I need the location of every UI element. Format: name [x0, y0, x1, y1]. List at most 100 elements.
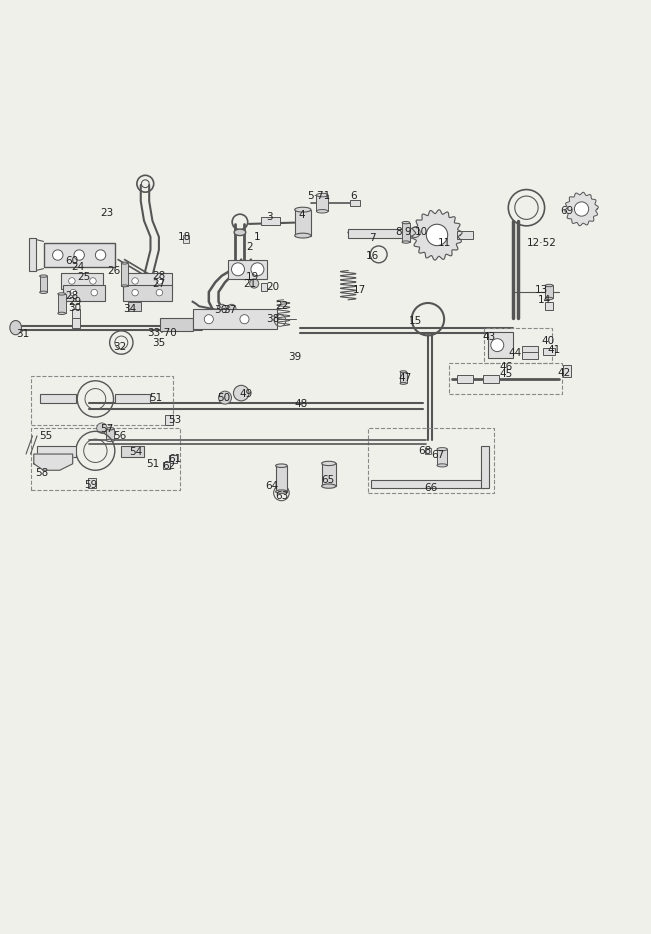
Bar: [260, 283, 267, 290]
Ellipse shape: [121, 262, 128, 264]
Bar: [368, 428, 494, 493]
Bar: [546, 286, 553, 299]
Bar: [457, 231, 473, 239]
Bar: [275, 466, 287, 491]
Bar: [31, 376, 173, 425]
Text: 7: 7: [370, 234, 376, 243]
Circle shape: [251, 262, 264, 276]
Text: 39: 39: [288, 352, 301, 361]
Text: 20: 20: [266, 282, 279, 291]
Text: 27: 27: [152, 278, 165, 289]
Ellipse shape: [40, 291, 48, 293]
Text: 41: 41: [547, 346, 561, 355]
Bar: [160, 318, 193, 331]
Text: 15: 15: [408, 316, 422, 326]
Circle shape: [91, 290, 98, 296]
Text: 32: 32: [113, 342, 127, 352]
Text: 17: 17: [353, 285, 367, 295]
Text: 67: 67: [431, 450, 444, 460]
Circle shape: [217, 304, 227, 314]
Bar: [322, 463, 336, 486]
Text: 24: 24: [71, 262, 85, 273]
Bar: [260, 217, 280, 224]
Bar: [484, 328, 553, 363]
Text: 6: 6: [350, 191, 357, 201]
Bar: [544, 348, 555, 355]
Text: 18: 18: [178, 232, 191, 242]
Text: 14: 14: [538, 295, 551, 304]
Ellipse shape: [234, 229, 246, 235]
Ellipse shape: [106, 439, 114, 442]
Ellipse shape: [437, 464, 447, 467]
Text: 12·52: 12·52: [527, 238, 557, 248]
Text: 54: 54: [130, 447, 143, 457]
Circle shape: [97, 423, 107, 433]
Ellipse shape: [58, 292, 66, 295]
Text: 62: 62: [162, 460, 175, 471]
Polygon shape: [34, 454, 73, 470]
Text: 55: 55: [39, 431, 52, 441]
Circle shape: [90, 277, 96, 284]
Bar: [31, 428, 180, 489]
Bar: [40, 276, 48, 292]
Polygon shape: [565, 192, 598, 226]
Text: 8: 8: [395, 227, 402, 237]
Circle shape: [426, 224, 448, 246]
Text: 47: 47: [398, 374, 412, 383]
Bar: [123, 273, 172, 289]
Bar: [89, 478, 96, 488]
Bar: [371, 480, 484, 488]
Text: 22: 22: [275, 302, 288, 311]
Bar: [316, 195, 328, 211]
Bar: [58, 294, 66, 314]
Bar: [295, 209, 311, 235]
Text: 2: 2: [246, 242, 253, 251]
Ellipse shape: [10, 320, 21, 334]
Text: 30: 30: [68, 304, 81, 313]
Ellipse shape: [437, 447, 447, 451]
Bar: [521, 346, 538, 352]
Text: 69: 69: [561, 206, 574, 216]
Text: 34: 34: [123, 304, 136, 315]
Bar: [193, 309, 277, 329]
Ellipse shape: [322, 484, 336, 488]
Bar: [488, 333, 514, 358]
Text: 33·70: 33·70: [147, 329, 177, 338]
Bar: [163, 462, 170, 469]
Text: 31: 31: [16, 329, 29, 339]
Circle shape: [204, 315, 214, 324]
Ellipse shape: [546, 297, 553, 300]
Bar: [400, 372, 406, 383]
Text: 35: 35: [152, 337, 165, 347]
Ellipse shape: [322, 461, 336, 465]
Ellipse shape: [275, 489, 287, 493]
Text: 51: 51: [146, 459, 159, 469]
Bar: [562, 365, 570, 377]
Text: 53: 53: [169, 416, 182, 425]
Circle shape: [156, 290, 163, 296]
Ellipse shape: [295, 234, 311, 238]
Circle shape: [234, 386, 249, 401]
Circle shape: [409, 227, 420, 237]
Circle shape: [74, 250, 85, 261]
Ellipse shape: [400, 371, 406, 373]
Bar: [72, 318, 80, 328]
Text: 42: 42: [557, 368, 571, 378]
Bar: [61, 273, 104, 289]
Bar: [121, 446, 144, 458]
Text: 61: 61: [169, 454, 182, 464]
Text: 11: 11: [437, 238, 450, 248]
Text: 19: 19: [246, 272, 260, 282]
Bar: [350, 200, 359, 206]
Ellipse shape: [316, 193, 328, 197]
Bar: [106, 429, 114, 441]
Text: 56: 56: [113, 431, 127, 441]
Bar: [348, 230, 419, 238]
Text: 48: 48: [295, 399, 308, 409]
Text: 3: 3: [266, 212, 272, 221]
Circle shape: [132, 277, 138, 284]
Text: 29: 29: [68, 297, 81, 307]
Text: 43: 43: [483, 333, 496, 343]
Bar: [37, 446, 76, 458]
Circle shape: [53, 250, 63, 261]
